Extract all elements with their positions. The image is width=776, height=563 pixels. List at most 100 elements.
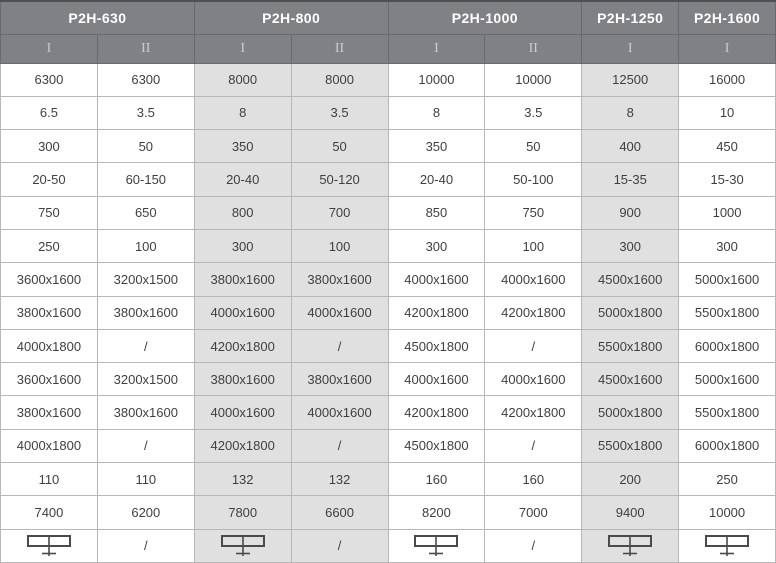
variant-header: I [581, 33, 680, 64]
table-cell: / [484, 428, 583, 464]
table-cell: / [290, 528, 389, 563]
table-cell: 4200x1800 [484, 295, 583, 330]
beam-support-icon [414, 534, 459, 556]
table-row: 20-50 60-150 20-40 50-120 20-40 50-100 15-35 15… [0, 162, 776, 197]
table-cell: 100 [484, 228, 583, 264]
beam-support-icon-cell [678, 528, 776, 563]
table-cell: 5500x1800 [678, 295, 776, 330]
table-cell: 50-100 [484, 162, 583, 197]
table-cell: 350 [193, 129, 292, 164]
table-cell: 8 [581, 95, 680, 131]
model-group-header-p2h-630: P2H-630 [0, 0, 195, 35]
table-cell: 4500x1800 [387, 328, 486, 364]
table-cell: / [290, 328, 389, 364]
table-cell: 4000x1600 [484, 262, 583, 297]
beam-support-icon-cell [581, 528, 680, 563]
table-cell: 6.5 [0, 95, 98, 131]
table-cell: 4200x1800 [387, 295, 486, 330]
table-cell: 6200 [96, 495, 195, 530]
table-cell: 8 [387, 95, 486, 131]
table-cell: 5500x1800 [678, 395, 776, 430]
table-row: 4000x1800/4200x1800/4500x1800/5500x1800 6… [0, 428, 776, 464]
table-cell: 8200 [387, 495, 486, 530]
table-cell: 300 [387, 228, 486, 264]
spec-table-header: P2H-630 P2H-800 P2H-1000 P2H-1250 P2H-1600 I… [0, 0, 776, 64]
table-cell: 15-30 [678, 162, 776, 197]
variant-header: II [96, 33, 195, 64]
table-cell: 20-40 [193, 162, 292, 197]
table-row: 7400 6200 7800 6600 8200 7000 9400 10000 [0, 495, 776, 530]
table-cell: 3200x1500 [96, 262, 195, 297]
table-cell: 5500x1800 [581, 428, 680, 464]
table-cell: 5000x1600 [678, 362, 776, 397]
table-cell: 4000x1800 [0, 328, 98, 364]
table-cell: 3600x1600 [0, 262, 98, 297]
table-cell: 3.5 [96, 95, 195, 131]
table-row: 300 50 350 50 350 50 400 450 [0, 129, 776, 164]
table-cell: 50 [290, 129, 389, 164]
table-cell: 20-40 [387, 162, 486, 197]
table-cell: 4200x1800 [387, 395, 486, 430]
table-cell: 50 [484, 129, 583, 164]
table-cell: 4500x1600 [581, 262, 680, 297]
variant-header: II [484, 33, 583, 64]
table-cell: 6000x1800 [678, 328, 776, 364]
variant-header: I [193, 33, 292, 64]
table-row: 4000x1800/4200x1800/4500x1800/5500x1800 6… [0, 328, 776, 364]
table-cell: 750 [0, 195, 98, 230]
beam-support-icon [220, 534, 265, 556]
table-cell: 4200x1800 [484, 395, 583, 430]
beam-support-icon-cell [387, 528, 486, 563]
table-cell: 200 [581, 462, 680, 497]
beam-support-icon-cell [193, 528, 292, 563]
table-cell: / [290, 428, 389, 464]
table-cell: 3800x1600 [96, 295, 195, 330]
table-cell: 4000x1600 [290, 295, 389, 330]
table-cell: 4000x1800 [0, 428, 98, 464]
table-cell: 50-120 [290, 162, 389, 197]
table-cell: 4500x1600 [581, 362, 680, 397]
table-row: 250 100 300 100 300 100 300 300 [0, 228, 776, 264]
beam-support-icon [608, 534, 653, 556]
table-cell: 6300 [0, 62, 98, 97]
table-cell: 160 [484, 462, 583, 497]
table-cell: 50 [96, 129, 195, 164]
table-cell: 4000x1600 [387, 262, 486, 297]
table-cell: / [96, 428, 195, 464]
table-cell: 100 [290, 228, 389, 264]
table-cell: 3200x1500 [96, 362, 195, 397]
table-row: 3800x1600 3800x1600 4000x1600 4000x1600 4200… [0, 395, 776, 430]
table-cell: 132 [290, 462, 389, 497]
table-cell: / [96, 528, 195, 563]
table-cell: 300 [0, 129, 98, 164]
table-cell: / [484, 528, 583, 563]
table-cell: 7400 [0, 495, 98, 530]
table-cell: 9400 [581, 495, 680, 530]
table-cell: 400 [581, 129, 680, 164]
table-cell: / [484, 328, 583, 364]
table-cell: 8000 [290, 62, 389, 97]
table-cell: 5500x1800 [581, 328, 680, 364]
table-cell: 4000x1600 [387, 362, 486, 397]
table-cell: 10000 [678, 495, 776, 530]
beam-support-icon [705, 534, 750, 556]
table-cell: 110 [96, 462, 195, 497]
table-cell: 300 [193, 228, 292, 264]
model-group-header-p2h-1000: P2H-1000 [387, 0, 583, 35]
table-cell: 20-50 [0, 162, 98, 197]
variant-header: I [678, 33, 776, 64]
table-cell: 6300 [96, 62, 195, 97]
table-cell: 3800x1600 [0, 295, 98, 330]
table-row: 6.5 3.5 8 3.5 8 3.5 8 10 [0, 95, 776, 131]
table-cell: 750 [484, 195, 583, 230]
table-cell: 4000x1600 [484, 362, 583, 397]
beam-support-icon [26, 534, 71, 556]
table-cell: 250 [678, 462, 776, 497]
table-cell: 4000x1600 [290, 395, 389, 430]
spec-table-body: 6300 6300 8000 8000 10000 10000 12500 16000 6.5 3… [0, 62, 776, 563]
table-cell: 3.5 [484, 95, 583, 131]
table-row: 110 110 132 132 160 160 200 250 [0, 462, 776, 497]
table-cell: 3800x1600 [96, 395, 195, 430]
table-cell: 800 [193, 195, 292, 230]
